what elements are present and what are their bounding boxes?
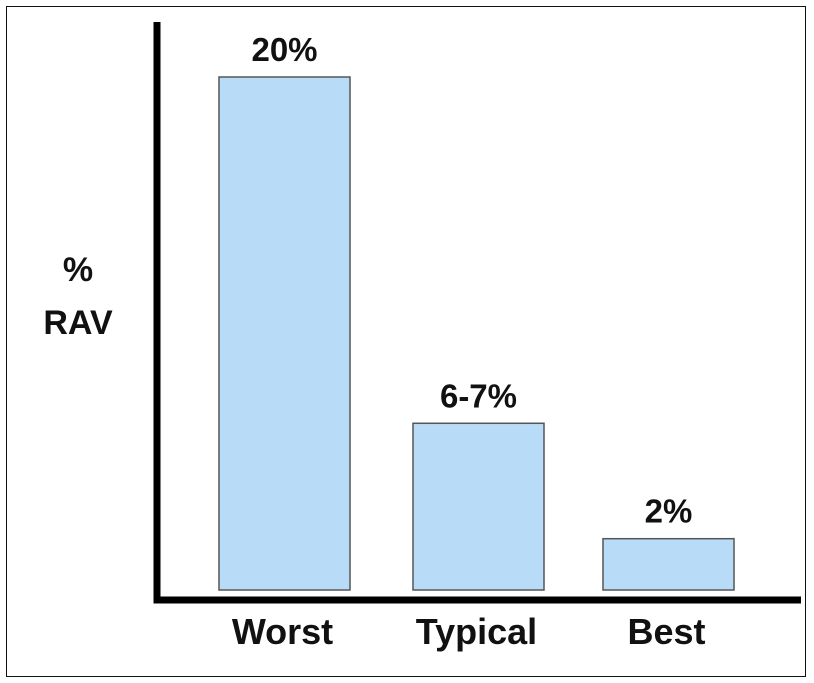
data-label-best: 2% xyxy=(645,493,693,530)
category-label-worst: Worst xyxy=(232,611,333,652)
bar-typical xyxy=(412,422,545,591)
category-label-best: Best xyxy=(627,611,705,652)
bars-group xyxy=(218,76,735,591)
category-labels-group: Worst Typical Best xyxy=(232,611,706,652)
y-axis-label-line-2: RAV xyxy=(43,304,113,342)
data-label-worst: 20% xyxy=(251,31,317,68)
value-labels-group: 20% 6-7% 2% xyxy=(251,31,692,530)
y-axis-label-line-1: % xyxy=(63,251,93,289)
bar-best xyxy=(602,537,735,591)
bar-worst xyxy=(218,76,351,591)
category-label-typical: Typical xyxy=(416,611,537,652)
data-label-typical: 6-7% xyxy=(440,377,517,414)
